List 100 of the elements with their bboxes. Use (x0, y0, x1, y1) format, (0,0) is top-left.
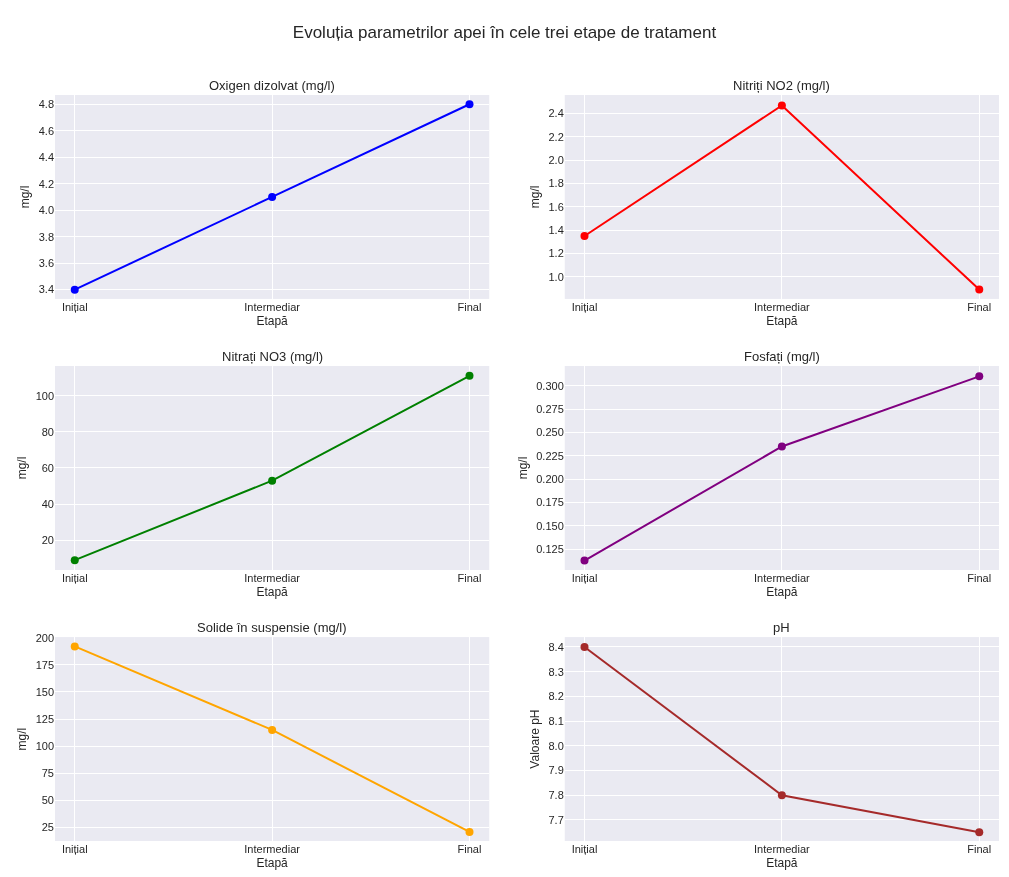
point (70, 642, 79, 651)
point (580, 642, 589, 651)
x-tick-label: Inițial (571, 843, 598, 855)
x-tick-label: Inițial (61, 300, 88, 313)
y-axis-title: mg/l (515, 456, 530, 480)
y-tick-label: 80 (41, 425, 54, 438)
x-tick-label: Intermediar (754, 843, 811, 855)
x-axis-title: Etapă (766, 313, 798, 328)
x-tick-label: Final (457, 571, 482, 584)
chart-title: Fosfați (mg/l) (744, 349, 820, 364)
y-tick-label: 150 (35, 685, 54, 698)
y-tick-label: 0.225 (536, 449, 564, 462)
y-tick-label: 2.4 (548, 107, 564, 120)
y-tick-label: 2.0 (548, 154, 564, 167)
x-tick-label: Inițial (571, 300, 598, 313)
y-tick-label: 4.8 (38, 98, 54, 111)
y-tick-label: 8.2 (548, 690, 564, 703)
point (975, 372, 984, 381)
y-tick-label: 8.0 (548, 739, 564, 752)
y-tick-label: 1.6 (548, 200, 564, 213)
y-tick-label: 0.300 (536, 379, 564, 392)
point (580, 231, 589, 240)
x-tick-label: Final (967, 843, 992, 855)
y-tick-label: 1.8 (548, 177, 564, 190)
y-tick-label: 8.4 (548, 640, 564, 653)
x-axis-title: Etapă (766, 584, 798, 599)
point (777, 101, 786, 110)
x-tick-label: Inițial (61, 571, 88, 584)
point (465, 100, 474, 109)
y-tick-label: 3.6 (38, 257, 54, 270)
y-tick-label: 1.2 (548, 247, 564, 260)
point (465, 827, 474, 836)
chart-title: pH (773, 620, 790, 635)
y-tick-label: 0.150 (536, 519, 564, 532)
chart-title: Nitriți NO2 (mg/l) (733, 78, 830, 93)
x-axis-title: Etapă (256, 855, 289, 870)
y-tick-label: 0.125 (536, 543, 564, 556)
text: Evoluția parametrilor apei în cele trei etape de tratament (292, 23, 717, 43)
y-tick-label: 100 (35, 389, 54, 402)
y-tick-label: 75 (41, 767, 54, 780)
y-tick-label: 4.6 (38, 124, 54, 137)
y-tick-label: 60 (41, 461, 54, 474)
y-tick-label: 100 (35, 740, 54, 753)
y-tick-label: 0.275 (536, 402, 564, 415)
y-tick-label: 8.3 (548, 665, 564, 678)
y-axis-title: mg/l (14, 727, 29, 751)
y-tick-label: 0.200 (536, 473, 564, 486)
y-tick-label: 175 (35, 658, 54, 671)
x-axis-title: Etapă (766, 855, 798, 870)
x-tick-label: Intermediar (244, 571, 301, 584)
y-tick-label: 20 (41, 534, 54, 547)
x-axis-title: Etapă (256, 313, 289, 328)
y-tick-label: 7.8 (548, 789, 564, 802)
x-tick-label: Final (967, 571, 992, 584)
y-tick-label: 200 (35, 631, 54, 644)
y-tick-label: 2.2 (548, 130, 564, 143)
chart-title: Nitrați NO3 (mg/l) (222, 349, 324, 364)
point (268, 192, 277, 201)
x-tick-label: Final (457, 300, 482, 313)
x-axis-title: Etapă (256, 584, 289, 599)
point (268, 725, 277, 734)
point (975, 285, 984, 294)
point (465, 371, 474, 380)
y-tick-label: 50 (41, 794, 54, 807)
point (268, 476, 277, 485)
y-axis-title: mg/l (18, 185, 32, 209)
y-axis-title: mg/l (527, 185, 542, 209)
y-tick-label: 125 (35, 712, 54, 725)
x-tick-label: Intermediar (754, 300, 811, 313)
y-tick-label: 0.175 (536, 496, 564, 509)
point (70, 285, 79, 294)
y-tick-label: 7.9 (548, 764, 564, 777)
point (777, 791, 786, 800)
y-axis-title: mg/l (14, 456, 29, 480)
y-tick-label: 7.7 (548, 813, 564, 826)
x-tick-label: Intermediar (244, 843, 301, 855)
y-tick-label: 4.2 (38, 177, 54, 190)
x-tick-label: Intermediar (754, 571, 811, 584)
x-tick-label: Final (457, 843, 482, 855)
x-tick-label: Inițial (571, 571, 598, 584)
y-tick-label: 25 (41, 821, 54, 834)
y-tick-label: 1.0 (548, 270, 564, 283)
y-tick-label: 40 (41, 498, 54, 511)
x-tick-label: Inițial (61, 843, 88, 855)
y-tick-label: 4.4 (38, 151, 54, 164)
y-tick-label: 4.0 (38, 204, 54, 217)
y-tick-label: 3.4 (38, 283, 54, 296)
x-tick-label: Final (967, 300, 992, 313)
chart-title: Oxigen dizolvat (mg/l) (209, 78, 335, 93)
point (975, 828, 984, 837)
y-tick-label: 3.8 (38, 230, 54, 243)
chart-title: Solide în suspensie (mg/l) (197, 620, 347, 635)
y-tick-label: 0.250 (536, 426, 564, 439)
y-tick-label: 1.4 (548, 224, 564, 237)
point (580, 556, 589, 565)
y-tick-label: 8.1 (548, 714, 564, 727)
y-axis-title: Valoare pH (527, 709, 542, 769)
point (70, 556, 79, 565)
point (777, 442, 786, 451)
x-tick-label: Intermediar (244, 300, 301, 313)
